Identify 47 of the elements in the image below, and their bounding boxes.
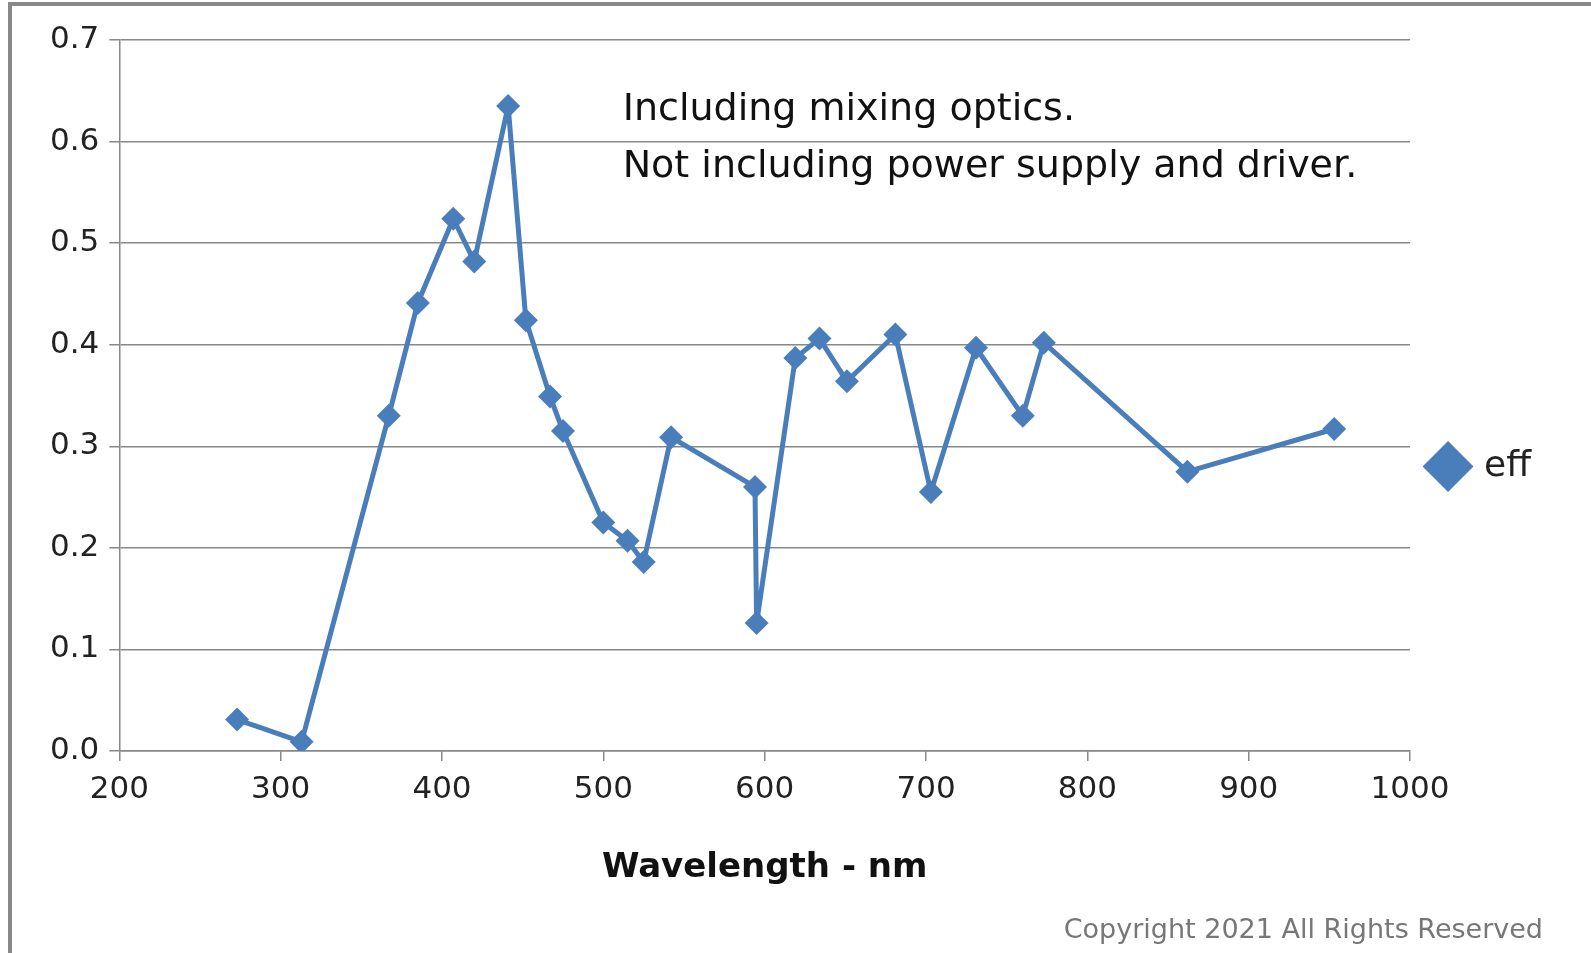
annotation: Not including power supply and driver. xyxy=(622,141,1358,186)
x-tick-label: 400 xyxy=(412,768,472,805)
point xyxy=(744,611,769,636)
x-tick-label: 1000 xyxy=(1370,768,1450,805)
point xyxy=(883,322,908,347)
y-tick-label: 0.1 xyxy=(49,628,100,665)
x-tick-label: 900 xyxy=(1219,768,1279,805)
y-tick-label: 0.3 xyxy=(49,425,100,462)
point xyxy=(742,474,767,499)
point xyxy=(918,479,943,504)
point xyxy=(289,729,314,751)
point xyxy=(631,550,656,575)
point xyxy=(834,369,859,394)
x-tick-label: 300 xyxy=(251,768,311,805)
x-tick-label: 800 xyxy=(1057,768,1117,805)
point xyxy=(551,419,575,444)
point xyxy=(513,308,538,333)
point xyxy=(1322,417,1347,442)
y-tick-label: 0.0 xyxy=(49,730,100,767)
point xyxy=(538,384,563,409)
point xyxy=(1031,330,1056,355)
point xyxy=(376,403,401,428)
x-tick-label: 700 xyxy=(896,768,956,805)
text: Copyright 2021 All Rights Reserved xyxy=(1063,913,1543,945)
legend-label: eff xyxy=(1484,442,1533,484)
point xyxy=(783,345,808,370)
point xyxy=(591,510,616,535)
point xyxy=(964,335,989,360)
y-tick-label: 0.7 xyxy=(49,19,100,56)
x-tick-label: 500 xyxy=(573,768,633,805)
x-tick-label: 200 xyxy=(89,768,149,805)
point xyxy=(807,326,832,351)
y-tick-label: 0.4 xyxy=(49,323,100,360)
annotation: Including mixing optics. xyxy=(622,84,1075,129)
y-tick-label: 0.5 xyxy=(49,222,100,259)
point xyxy=(462,249,487,274)
point xyxy=(225,707,250,732)
point xyxy=(659,425,684,450)
point xyxy=(1010,403,1035,428)
y-tick-label: 0.6 xyxy=(49,120,100,157)
point xyxy=(1175,459,1200,484)
point xyxy=(405,291,430,316)
x-axis-title: Wavelength - nm xyxy=(601,845,928,886)
point xyxy=(441,206,466,231)
x-tick-label: 600 xyxy=(735,768,795,805)
y-tick-label: 0.2 xyxy=(49,526,100,563)
point xyxy=(615,528,640,553)
